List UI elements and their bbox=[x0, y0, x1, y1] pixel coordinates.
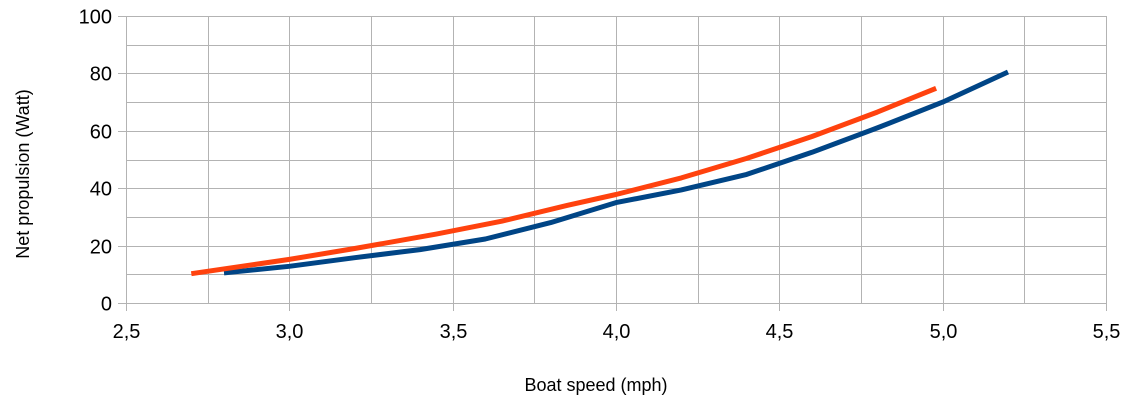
series-lines bbox=[190, 69, 1010, 277]
x-axis-label: Boat speed (mph) bbox=[524, 375, 667, 395]
y-tick-label: 80 bbox=[90, 64, 112, 86]
x-tick-label: 4,0 bbox=[603, 321, 631, 343]
y-tick-label: 20 bbox=[90, 237, 112, 259]
x-tick-label: 3,5 bbox=[440, 321, 468, 343]
y-tick-label: 40 bbox=[90, 179, 112, 201]
y-tick-label: 60 bbox=[90, 122, 112, 144]
x-tick-label: 4,5 bbox=[766, 321, 794, 343]
y-axis-label: Net propulsion (Watt) bbox=[13, 89, 33, 258]
tick-labels: 0 20 40 60 80 100 2,5 3,0 3,5 4,0 4,5 5,0 5,5 bbox=[79, 7, 1121, 344]
x-tick-label: 5,0 bbox=[930, 321, 958, 343]
series-line-2 bbox=[190, 85, 938, 277]
y-tick-label: 100 bbox=[79, 7, 112, 29]
x-tick-label: 3,0 bbox=[276, 321, 304, 343]
x-tick-label: 2,5 bbox=[113, 321, 141, 343]
x-tick-label: 5,5 bbox=[1093, 321, 1121, 343]
axes bbox=[118, 16, 1107, 311]
y-tick-label: 0 bbox=[101, 294, 112, 316]
series-line-1 bbox=[223, 69, 1010, 276]
